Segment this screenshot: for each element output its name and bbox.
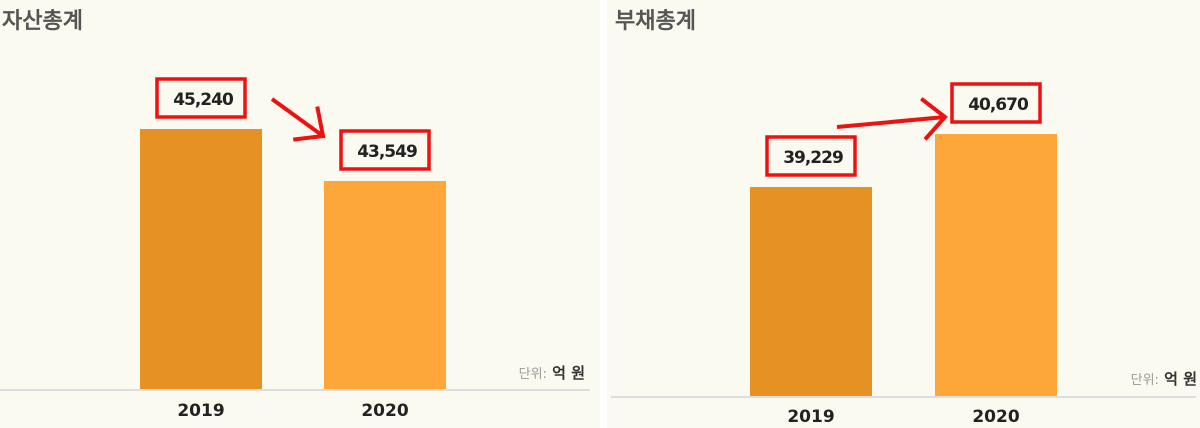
bar-2020 <box>935 134 1057 397</box>
total-assets-chart: 자산총계 45,240 2019 43,549 2020 단위: 억 원 <box>0 0 600 428</box>
unit-prefix: 단위: <box>1131 373 1159 388</box>
bar-2020 <box>324 181 446 389</box>
unit-label: 단위: 억 원 <box>519 364 585 382</box>
total-liabilities-chart-svg: 부채총계 39,229 2019 40,670 2020 단위: 억 원 <box>611 9 1197 427</box>
value-highlight-box <box>155 77 247 119</box>
total-liabilities-chart: 부채총계 39,229 2019 40,670 2020 단위: 억 원 <box>607 0 1200 428</box>
x-tick-label: 2020 <box>972 407 1019 427</box>
trend-arrow-icon <box>836 97 948 141</box>
data-label: 45,240 <box>173 90 234 110</box>
value-highlight-box <box>950 82 1042 124</box>
data-label: 40,670 <box>968 95 1029 115</box>
bar-2019 <box>140 129 262 389</box>
bar-2019 <box>750 187 872 396</box>
unit-value: 억 원 <box>547 364 585 382</box>
value-highlight-box <box>339 129 431 171</box>
total-assets-chart-svg: 자산총계 45,240 2019 43,549 2020 단위: 억 원 <box>0 9 590 421</box>
data-label: 39,229 <box>783 148 843 168</box>
unit-value: 억 원 <box>1159 370 1197 388</box>
trend-arrow-icon <box>270 97 326 142</box>
chart-title: 부채총계 <box>615 9 696 34</box>
data-label: 43,549 <box>357 142 417 162</box>
x-tick-label: 2019 <box>787 407 834 427</box>
x-tick-label: 2019 <box>177 401 224 421</box>
chart-title: 자산총계 <box>2 9 83 34</box>
x-tick-label: 2020 <box>361 401 408 421</box>
unit-label: 단위: 억 원 <box>1131 370 1197 388</box>
unit-prefix: 단위: <box>519 367 547 382</box>
value-highlight-box <box>765 135 857 177</box>
